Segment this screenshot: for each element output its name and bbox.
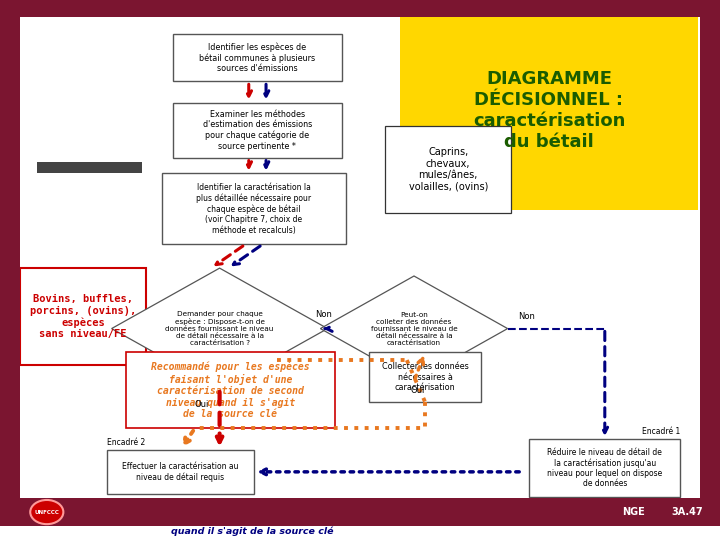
Bar	[369, 352, 481, 402]
Bar	[385, 126, 511, 213]
Text: Demander pour chaque
espèce : Dispose-t-on de
données fournissant le niveau
de d: Demander pour chaque espèce : Dispose-t-…	[166, 311, 274, 346]
Bar	[0, 498, 720, 526]
Polygon shape	[112, 268, 328, 389]
Bar	[37, 162, 142, 173]
Circle shape	[30, 500, 63, 524]
Text: Caprins,
chevaux,
mules/ânes,
volailles, (ovins): Caprins, chevaux, mules/ânes, volailles,…	[408, 147, 488, 192]
Bar	[700, 0, 720, 526]
Text: Oui: Oui	[194, 400, 209, 409]
Text: Examiner les méthodes
d'estimation des émissions
pour chaque catégorie de
source: Examiner les méthodes d'estimation des é…	[203, 110, 312, 151]
Text: Identifier la caractérisation la
plus détaillée nécessaire pour
chaque espèce de: Identifier la caractérisation la plus dé…	[197, 183, 311, 235]
Text: Non: Non	[315, 310, 333, 319]
Text: Identifier les espèces de
bétail communes à plusieurs
sources d'émissions: Identifier les espèces de bétail commune…	[199, 42, 315, 73]
Text: Encadré 1: Encadré 1	[642, 427, 680, 436]
Text: Peut-on
colleter des données
fournissant le niveau de
détail nécessaire à la
car: Peut-on colleter des données fournissant…	[371, 312, 457, 346]
Text: 3A.47: 3A.47	[672, 507, 703, 517]
Text: Exigé pour les espèces
dont les individus contribuent beaucoup,
quand il s'agit : Exigé pour les espèces dont les individu…	[143, 505, 362, 536]
Text: Bovins, buffles,
porcins, (ovins),
espèces
sans niveau/FE: Bovins, buffles, porcins, (ovins), espèc…	[30, 294, 136, 340]
Text: UNFCCC: UNFCCC	[35, 510, 59, 515]
Bar	[107, 449, 254, 494]
Polygon shape	[320, 276, 508, 381]
Bar	[0, 0, 720, 17]
Bar	[400, 10, 698, 210]
Text: Encadré 2: Encadré 2	[107, 438, 145, 447]
Text: Recommandé pour les espèces
faisant l'objet d'une
caractérisation de second
nive: Recommandé pour les espèces faisant l'ob…	[151, 361, 310, 420]
Text: Réduire le niveau de détail de
la caractérisation jusqu'au
niveau pour lequel on: Réduire le niveau de détail de la caract…	[547, 448, 662, 488]
Text: Non: Non	[518, 312, 535, 321]
Text: NGE: NGE	[622, 507, 645, 517]
Bar	[126, 352, 335, 428]
Bar	[20, 268, 146, 366]
Text: Effectuer la caractérisation au
niveau de détail requis: Effectuer la caractérisation au niveau d…	[122, 462, 238, 482]
Bar	[0, 0, 20, 526]
Bar	[162, 173, 346, 245]
Text: DIAGRAMME
DÉCISIONNEL :
caractérisation
du bétail: DIAGRAMME DÉCISIONNEL : caractérisation …	[473, 70, 625, 151]
Bar	[173, 34, 342, 82]
Bar	[529, 439, 680, 497]
Text: Oui: Oui	[410, 387, 425, 395]
Text: Collecter les données
nécessaires à
caractérisation: Collecter les données nécessaires à cara…	[382, 362, 469, 392]
Bar	[173, 103, 342, 158]
